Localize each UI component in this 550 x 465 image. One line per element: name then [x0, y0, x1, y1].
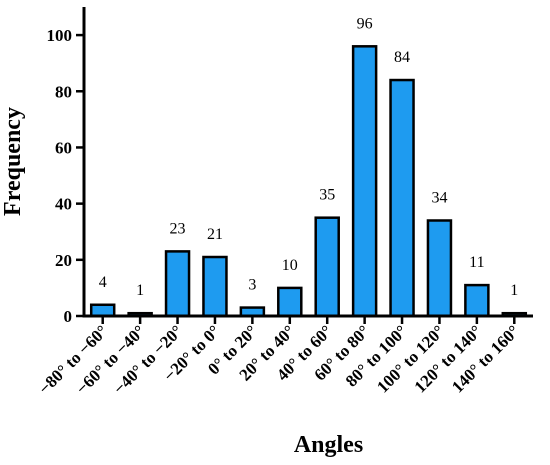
y-tick-label: 40: [55, 195, 72, 214]
bars-group: [89, 45, 528, 318]
y-tick-label: 80: [55, 82, 72, 101]
bar: [202, 255, 228, 318]
bar-value-label: 1: [136, 282, 144, 299]
bar-value-label: 96: [357, 15, 373, 32]
bar-value-label: 1: [510, 282, 518, 299]
bar: [426, 219, 453, 318]
bar-value-label: 3: [248, 277, 256, 294]
bar-value-label: 4: [99, 274, 107, 291]
bar: [164, 250, 191, 318]
bar: [464, 283, 490, 318]
y-tick-label: 100: [47, 26, 73, 45]
y-tick-label: 20: [55, 251, 72, 270]
y-tick-label: 0: [64, 307, 73, 326]
bar-value-label: 34: [431, 189, 447, 206]
x-axis-title: Angles: [294, 432, 363, 458]
y-ticks-group: 0 20 40 60 80 100: [47, 26, 84, 326]
bar: [89, 303, 116, 318]
bar-value-label: 21: [207, 226, 223, 243]
bar: [314, 216, 340, 318]
bar-value-label: 23: [170, 220, 186, 237]
y-tick-label: 60: [55, 138, 72, 157]
bar-value-label: 10: [282, 257, 298, 274]
bar-value-label: 11: [469, 254, 484, 271]
y-axis-title: Frequency: [0, 107, 26, 216]
bar-value-label: 35: [319, 187, 335, 204]
bar: [389, 78, 415, 318]
bar: [277, 286, 303, 318]
bar: [351, 45, 378, 318]
bar-value-label: 84: [394, 49, 410, 66]
x-ticks-group: −80° to −60°−60° to −40°−40° to −20°−20°…: [35, 316, 523, 398]
